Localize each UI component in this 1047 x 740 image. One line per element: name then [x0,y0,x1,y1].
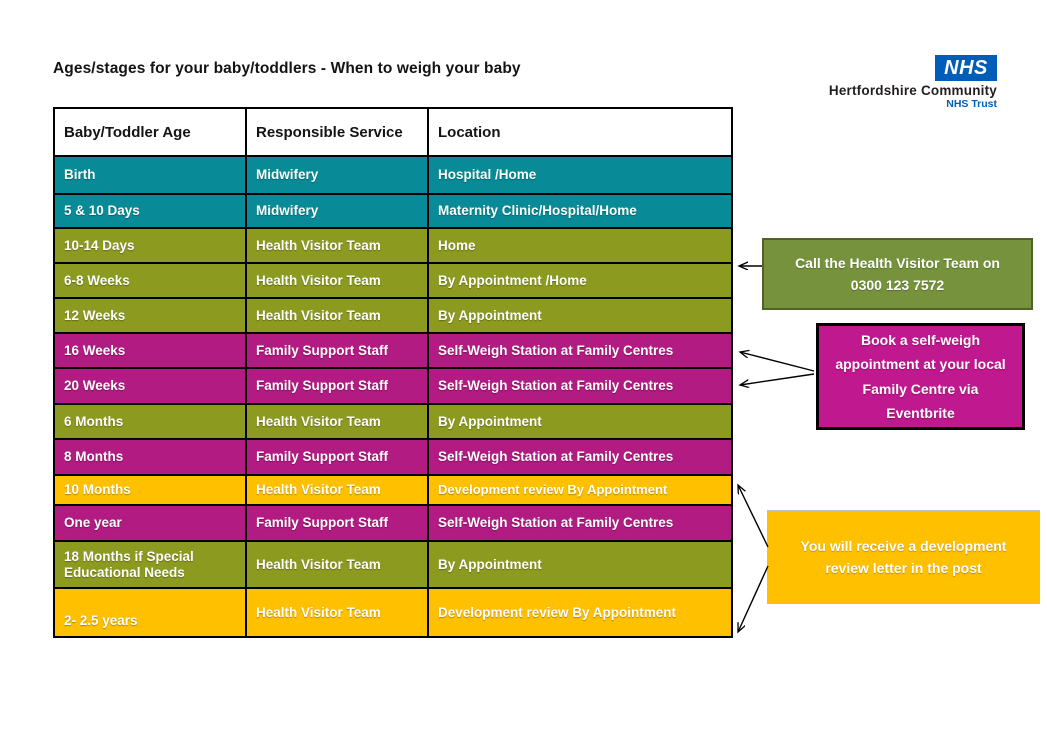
weigh-schedule-table: Baby/Toddler Age Responsible Service Loc… [53,107,733,638]
callout-health-visitor-phone: Call the Health Visitor Team on 0300 123… [762,238,1033,310]
age-cell: One year [53,504,247,542]
age-cell: 20 Weeks [53,367,247,405]
age-cell: 10-14 Days [53,227,247,264]
organisation-name: Hertfordshire Community [828,83,997,98]
table-row: 16 Weeks Family Support Staff Self-Weigh S… [53,332,733,369]
col-header-service: Responsible Service [245,107,429,157]
location-cell: Hospital /Home [427,155,733,195]
age-cell: 8 Months [53,438,247,476]
service-cell: Family Support Staff [245,438,429,476]
location-cell: Maternity Clinic/Hospital/Home [427,193,733,229]
table-row: 2- 2.5 years Health Visitor Team Developme… [53,587,733,638]
col-header-location: Location [427,107,733,157]
service-cell: Health Visitor Team [245,227,429,264]
service-cell: Health Visitor Team [245,262,429,299]
callout-text: Book a self-weigh appointment at your lo… [835,332,1006,421]
table-body: Birth Midwifery Hospital /Home 5 & 10 Days M… [53,155,733,638]
age-cell: 16 Weeks [53,332,247,369]
service-cell: Health Visitor Team [245,297,429,334]
age-cell: 12 Weeks [53,297,247,334]
age-cell: 2- 2.5 years [53,587,247,638]
location-cell: Home [427,227,733,264]
table-row: 10-14 Days Health Visitor Team Home [53,227,733,264]
header-row: Baby/Toddler Age Responsible Service Loc… [53,107,733,157]
location-cell: Development review By Appointment [427,587,733,638]
location-cell: By Appointment [427,403,733,440]
table-row: 10 Months Health Visitor Team Development … [53,474,733,506]
table-row: 20 Weeks Family Support Staff Self-Weigh S… [53,367,733,405]
age-cell: 6 Months [53,403,247,440]
col-header-age: Baby/Toddler Age [53,107,247,157]
age-cell: 5 & 10 Days [53,193,247,229]
trust-name: NHS Trust [946,98,997,110]
service-cell: Family Support Staff [245,332,429,369]
location-cell: By Appointment /Home [427,262,733,299]
location-cell: By Appointment [427,540,733,589]
service-cell: Health Visitor Team [245,540,429,589]
service-cell: Midwifery [245,193,429,229]
location-cell: Development review By Appointment [427,474,733,506]
age-cell: 6-8 Weeks [53,262,247,299]
table-row: 6 Months Health Visitor Team By Appointmen… [53,403,733,440]
callout-text: You will receive a development review le… [800,537,1007,576]
callout-text: Call the Health Visitor Team on 0300 123… [795,254,1000,293]
service-cell: Midwifery [245,155,429,195]
location-cell: Self-Weigh Station at Family Centres [427,438,733,476]
location-cell: By Appointment [427,297,733,334]
nhs-logo-block: NHS Hertfordshire Community NHS Trust [737,55,997,110]
service-cell: Health Visitor Team [245,587,429,638]
table-row: 18 Months if Special Educational Needs He… [53,540,733,589]
table-row: 8 Months Family Support Staff Self-Weigh S… [53,438,733,476]
table-row: Birth Midwifery Hospital /Home [53,155,733,195]
callout-development-review-letter: You will receive a development review le… [767,510,1040,604]
age-cell: Birth [53,155,247,195]
table-row: 12 Weeks Health Visitor Team By Appointmen… [53,297,733,334]
service-cell: Health Visitor Team [245,403,429,440]
location-cell: Self-Weigh Station at Family Centres [427,367,733,405]
service-cell: Health Visitor Team [245,474,429,506]
service-cell: Family Support Staff [245,367,429,405]
table-row: 6-8 Weeks Health Visitor Team By Appointme… [53,262,733,299]
service-cell: Family Support Staff [245,504,429,542]
page-title: Ages/stages for your baby/toddlers - Whe… [53,60,521,77]
table-row: One year Family Support Staff Self-Weigh S… [53,504,733,542]
age-cell: 10 Months [53,474,247,506]
location-cell: Self-Weigh Station at Family Centres [427,504,733,542]
location-cell: Self-Weigh Station at Family Centres [427,332,733,369]
nhs-logo-icon: NHS [935,55,997,81]
callout-self-weigh-booking: Book a self-weigh appointment at your lo… [816,323,1025,430]
table-row: 5 & 10 Days Midwifery Maternity Clinic/Hos… [53,193,733,229]
age-cell: 18 Months if Special Educational Needs [53,540,247,589]
